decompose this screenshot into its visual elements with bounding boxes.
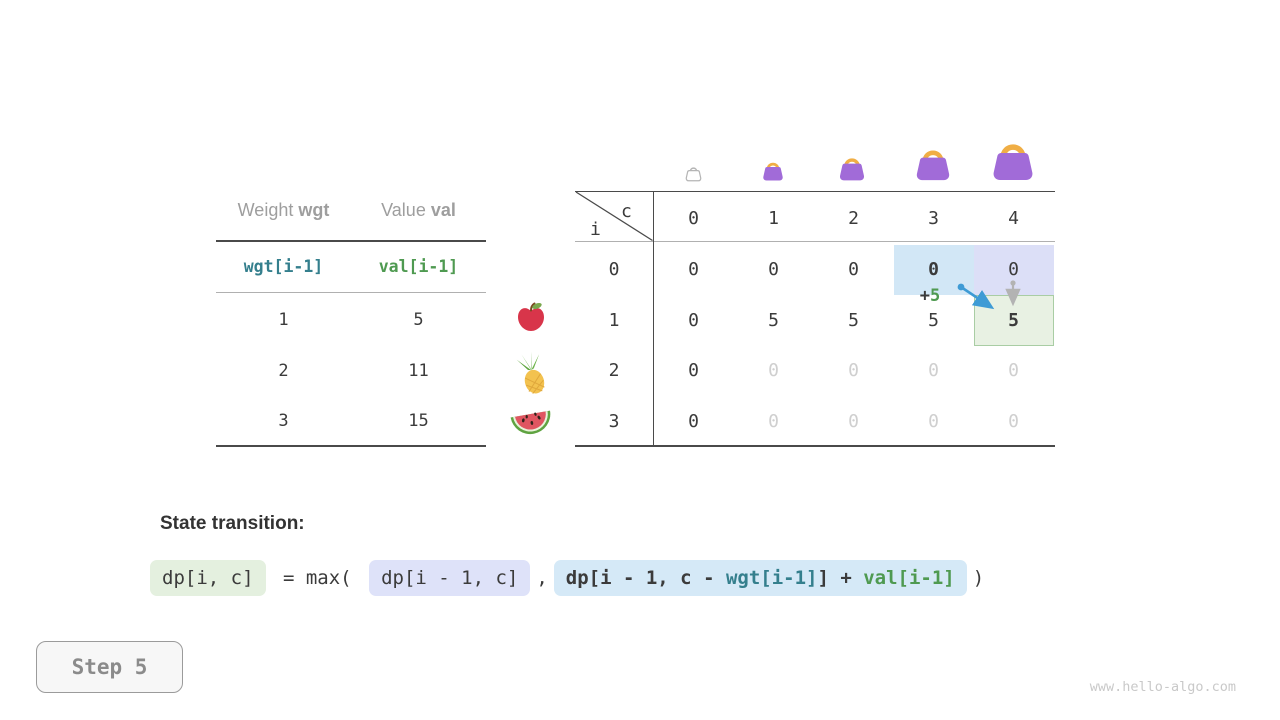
item-3-value: 15 bbox=[408, 411, 429, 431]
dp-cell-1-2: 5 bbox=[848, 309, 859, 331]
dp-cell-2-4: 0 bbox=[1008, 360, 1019, 382]
col-header-1: 1 bbox=[768, 208, 779, 229]
dp-cell-1-4: 5 bbox=[973, 295, 1054, 346]
col-header-0: 0 bbox=[688, 208, 699, 229]
dp-table-header-rule bbox=[575, 241, 1055, 242]
col-header-4: 4 bbox=[1008, 208, 1019, 229]
val-index-label: val[i-1] bbox=[378, 257, 459, 276]
dp-grid: 0 0 0 0 0 0 5 5 5 5 0 0 0 0 0 0 0 0 0 0 bbox=[654, 244, 1054, 447]
watermark: www.hello-algo.com bbox=[1089, 679, 1236, 695]
col-header-3: 3 bbox=[928, 208, 939, 229]
bag-medium-icon bbox=[837, 155, 867, 181]
watermelon-icon bbox=[509, 406, 553, 436]
state-transition-formula: dp[i, c] = max( dp[i - 1, c] , dp[i - 1,… bbox=[150, 560, 990, 596]
corner-row-var: i bbox=[590, 219, 601, 240]
item-1-weight: 1 bbox=[278, 310, 289, 330]
dp-cell-0-4: 0 bbox=[973, 244, 1054, 295]
dp-col-headers: 0 1 2 3 4 bbox=[654, 195, 1054, 242]
dp-cell-3-0: 0 bbox=[688, 410, 699, 432]
dp-cell-1-1: 5 bbox=[768, 309, 779, 331]
header-diagonal-line bbox=[575, 191, 653, 242]
dp-table-bottom-rule bbox=[575, 445, 1055, 447]
dp-cell-3-3: 0 bbox=[928, 410, 939, 432]
dp-cell-1-0: 0 bbox=[688, 309, 699, 331]
col-header-2: 2 bbox=[848, 208, 859, 229]
arg2-val-part: val[i-1] bbox=[863, 567, 955, 589]
formula-close-paren: ) bbox=[972, 567, 985, 589]
item-2-weight: 2 bbox=[278, 361, 289, 381]
items-table-bottom-rule bbox=[216, 445, 486, 447]
formula-comma: , bbox=[536, 567, 548, 589]
gain-annotation: +5 bbox=[908, 286, 952, 306]
dp-cell-3-4: 0 bbox=[1008, 410, 1019, 432]
dp-cell-3-1: 0 bbox=[768, 410, 779, 432]
row-header-1: 1 bbox=[608, 309, 620, 331]
formula-arg2-box: dp[i - 1, c - wgt[i-1]] + val[i-1] bbox=[553, 560, 967, 596]
items-table-index-row: wgt[i-1] val[i-1] bbox=[216, 257, 486, 276]
items-table-mid-rule bbox=[216, 292, 486, 293]
item-row-3: 3 15 bbox=[216, 411, 486, 431]
formula-mid: = max( bbox=[282, 567, 352, 589]
dp-cell-2-2: 0 bbox=[848, 360, 859, 382]
dp-cell-3-2: 0 bbox=[848, 410, 859, 432]
weight-column-header: Weight wgt bbox=[237, 200, 330, 220]
apple-icon bbox=[516, 301, 546, 332]
formula-lhs-box: dp[i, c] bbox=[150, 560, 266, 596]
value-column-header: Value val bbox=[381, 200, 456, 220]
item-3-weight: 3 bbox=[278, 411, 289, 431]
arg2-wgt-part: wgt[i-1] bbox=[725, 567, 818, 589]
dp-cell-0-2: 0 bbox=[848, 259, 859, 281]
gain-value: 5 bbox=[930, 286, 941, 306]
arg2-dp-part: dp[i - 1, c - bbox=[565, 567, 726, 589]
dp-table-vertical-rule bbox=[652, 190, 655, 447]
item-2-value: 11 bbox=[408, 361, 429, 381]
empty-bag-icon bbox=[684, 164, 703, 182]
items-table-header: Weight wgt Value val bbox=[216, 200, 486, 221]
row-header-2: 2 bbox=[608, 360, 620, 382]
formula-arg1-box: dp[i - 1, c] bbox=[369, 560, 531, 596]
dp-cell-1-3: 5 bbox=[928, 309, 939, 331]
bag-xlarge-icon bbox=[989, 139, 1037, 181]
dp-table-top-rule bbox=[575, 190, 1055, 193]
bag-small-icon bbox=[761, 160, 785, 181]
dp-cell-2-3: 0 bbox=[928, 360, 939, 382]
step-badge[interactable]: Step 5 bbox=[36, 641, 183, 693]
bag-large-icon bbox=[913, 146, 953, 181]
dp-cell-2-1: 0 bbox=[768, 360, 779, 382]
gain-plus: + bbox=[919, 286, 930, 306]
row-header-0: 0 bbox=[608, 259, 620, 281]
state-transition-heading: State transition: bbox=[160, 513, 305, 534]
row-header-3: 3 bbox=[608, 410, 620, 432]
wgt-index-label: wgt[i-1] bbox=[243, 257, 324, 276]
dp-cell-2-0: 0 bbox=[688, 360, 699, 382]
item-row-1: 1 5 bbox=[216, 310, 486, 330]
dp-row-headers: 0 1 2 3 bbox=[575, 245, 653, 447]
item-row-2: 2 11 bbox=[216, 361, 486, 381]
pineapple-icon bbox=[513, 350, 551, 396]
item-1-value: 5 bbox=[413, 310, 424, 330]
dp-cell-0-1: 0 bbox=[768, 259, 779, 281]
dp-cell-0-0: 0 bbox=[688, 259, 699, 281]
arg2-bracket-part: ] + bbox=[817, 567, 864, 589]
items-table-top-rule bbox=[216, 240, 486, 242]
corner-col-var: c bbox=[621, 201, 632, 222]
